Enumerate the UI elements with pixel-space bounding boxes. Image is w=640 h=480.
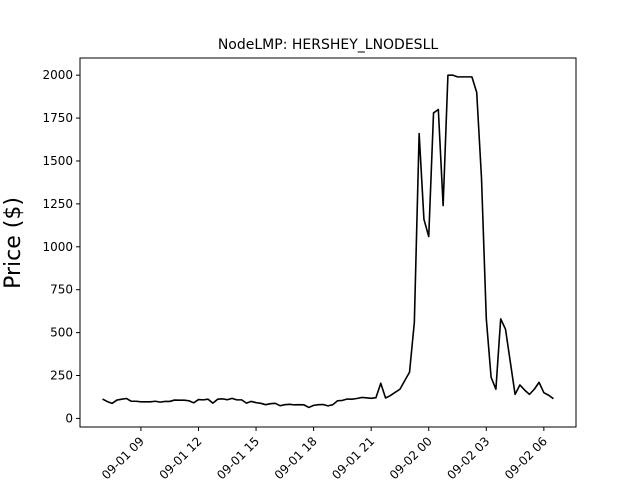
y-tick-label: 1000	[42, 240, 73, 254]
plot-frame	[79, 57, 577, 428]
y-tick-label: 0	[65, 411, 73, 425]
y-axis: 0 250 500 750 1000 1250 1500 1750 2000	[42, 68, 80, 425]
y-tick-label: 500	[50, 326, 73, 340]
plot-area	[102, 74, 554, 409]
y-tick-label: 1250	[42, 197, 73, 211]
y-tick-label: 2000	[42, 68, 73, 82]
y-tick-label: 750	[50, 283, 73, 297]
y-axis-label: Price ($)	[1, 197, 26, 289]
y-tick-label: 1750	[42, 111, 73, 125]
y-tick-label: 1500	[42, 154, 73, 168]
series-line	[102, 74, 554, 409]
y-tick-label: 250	[50, 369, 73, 383]
chart-title: NodeLMP: HERSHEY_LNODESLL	[218, 37, 439, 53]
